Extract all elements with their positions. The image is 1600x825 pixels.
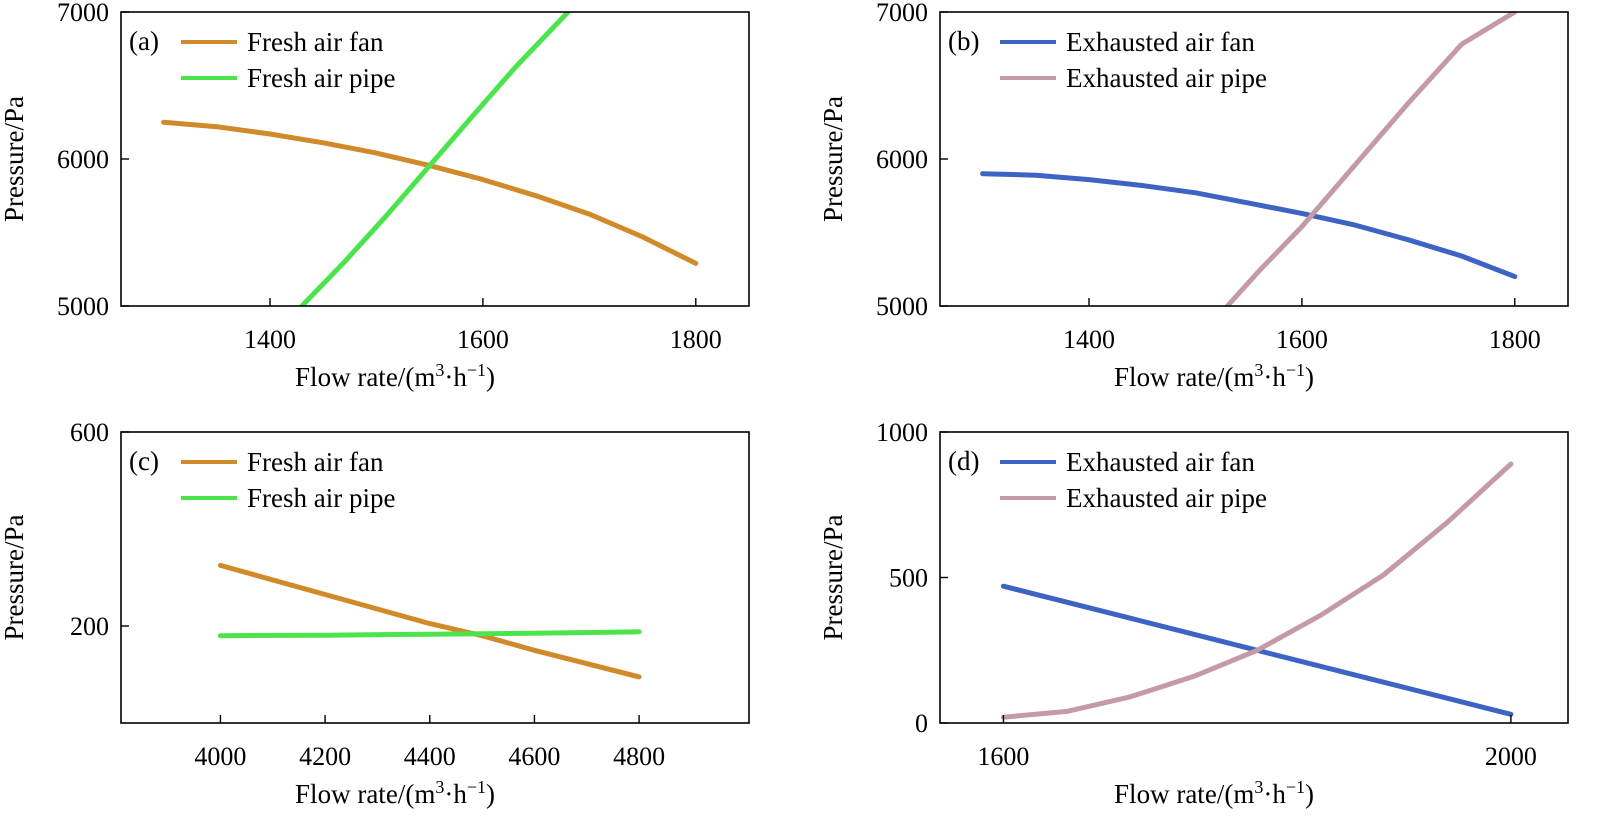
legend-label: Exhausted air fan xyxy=(1066,27,1255,57)
x-tick-label: 4000 xyxy=(194,742,246,771)
y-axis-title: Pressure/Pa xyxy=(818,96,848,222)
legend-label: Fresh air fan xyxy=(247,447,384,477)
chart-panel-a: 1400 1600 1800 5000 6000 7000 Flow rate/(m3·h−… xyxy=(0,0,750,392)
y-tick-label: 7000 xyxy=(876,0,928,27)
x-tick-label: 1400 xyxy=(244,325,296,354)
panel-label: (c) xyxy=(129,446,159,476)
series-line-2 xyxy=(1000,461,1514,720)
y-tick-label: 5000 xyxy=(57,292,109,321)
series-line-2 xyxy=(217,629,642,639)
y-tick-label: 0 xyxy=(915,709,928,738)
y-tick-label: 200 xyxy=(70,612,109,641)
x-axis-title: Flow rate/(m3·h−1) xyxy=(295,360,495,392)
y-tick-label: 6000 xyxy=(876,145,928,174)
x-axis-title: Flow rate/(m3·h−1) xyxy=(295,777,495,809)
legend-label: Fresh air pipe xyxy=(247,483,395,513)
x-tick-label: 1600 xyxy=(977,742,1029,771)
y-axis-title: Pressure/Pa xyxy=(0,96,29,222)
chart-panel-b: 1400 1600 1800 5000 6000 7000 Flow rate/(m3·h−… xyxy=(818,0,1569,392)
chart-panel-d: 1600 2000 0 500 1000 Flow rate/(m3·h−1) Pressu… xyxy=(818,418,1569,809)
series-line-1 xyxy=(217,562,642,680)
legend-label: Fresh air pipe xyxy=(247,63,395,93)
x-tick-label: 1800 xyxy=(1489,325,1541,354)
legend-label: Exhausted air fan xyxy=(1066,447,1255,477)
x-tick-label: 2000 xyxy=(1485,742,1537,771)
x-axis-title: Flow rate/(m3·h−1) xyxy=(1114,360,1314,392)
x-tick-label: 1400 xyxy=(1063,325,1115,354)
legend-label: Exhausted air pipe xyxy=(1066,483,1267,513)
x-axis-title: Flow rate/(m3·h−1) xyxy=(1114,777,1314,809)
y-tick-label: 600 xyxy=(70,418,109,447)
chart-panel-c: 4000 4200 4400 4600 4800 200 600 Flow rate/(m3·… xyxy=(0,418,750,809)
panel-label: (d) xyxy=(948,446,979,476)
x-tick-label: 4600 xyxy=(508,742,560,771)
y-tick-label: 5000 xyxy=(876,292,928,321)
y-tick-label: 7000 xyxy=(57,0,109,27)
y-tick-label: 500 xyxy=(889,564,928,593)
y-axis-title: Pressure/Pa xyxy=(0,514,29,640)
series-line-2 xyxy=(299,12,571,306)
x-tick-label: 4800 xyxy=(613,742,665,771)
series-line-1 xyxy=(161,119,699,266)
series-line-2 xyxy=(1224,12,1518,306)
legend-label: Exhausted air pipe xyxy=(1066,63,1267,93)
x-tick-label: 1600 xyxy=(457,325,509,354)
series-line-1 xyxy=(980,171,1518,280)
y-tick-label: 1000 xyxy=(876,418,928,447)
x-tick-label: 1800 xyxy=(670,325,722,354)
legend-label: Fresh air fan xyxy=(247,27,384,57)
panel-label: (b) xyxy=(948,26,979,56)
x-tick-label: 1600 xyxy=(1276,325,1328,354)
plot-frame xyxy=(120,431,750,724)
x-tick-label: 4200 xyxy=(299,742,351,771)
y-axis-title: Pressure/Pa xyxy=(818,514,848,640)
y-tick-label: 6000 xyxy=(57,145,109,174)
x-tick-label: 4400 xyxy=(404,742,456,771)
panel-label: (a) xyxy=(129,26,159,56)
